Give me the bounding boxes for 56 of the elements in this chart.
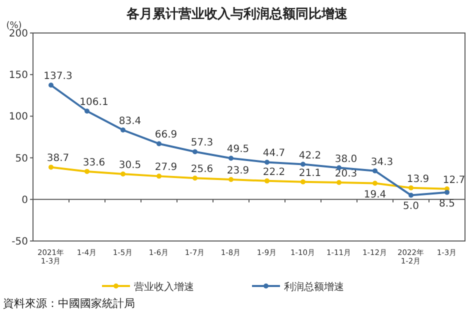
data-label: 83.4	[118, 116, 142, 128]
point	[444, 190, 450, 195]
data-label: 34.3	[370, 156, 394, 168]
point	[84, 168, 90, 174]
point	[120, 172, 126, 177]
point	[372, 168, 378, 174]
data-label: 5.0	[403, 201, 419, 212]
point	[48, 82, 54, 88]
data-label: 57.3	[190, 138, 214, 149]
point	[264, 178, 270, 184]
data-label: 38.7	[46, 153, 70, 164]
y-axis-title: (%)	[6, 21, 22, 31]
data-label: 33.6	[82, 157, 106, 168]
point	[120, 128, 126, 133]
data-label: 106.1	[80, 97, 108, 108]
point	[300, 179, 306, 184]
y-tick-label: -50	[12, 236, 28, 248]
data-label: 137.3	[44, 71, 72, 82]
data-label: 27.9	[154, 162, 178, 174]
point	[84, 108, 90, 114]
data-label: 12.7	[442, 174, 466, 186]
point	[336, 180, 342, 186]
y-tick-label: 200	[8, 28, 28, 40]
point	[408, 185, 414, 190]
legend-label: 营业收入增速	[134, 281, 194, 293]
data-label: 23.9	[226, 166, 250, 177]
y-tick-label: 150	[8, 70, 28, 82]
data-label: 66.9	[154, 130, 178, 141]
point	[192, 176, 198, 181]
point	[192, 149, 198, 154]
point	[228, 177, 234, 182]
data-label: 13.9	[406, 174, 430, 185]
data-label: 42.2	[298, 150, 322, 162]
y-tick-label: 100	[8, 112, 28, 123]
point	[48, 164, 54, 170]
point	[156, 174, 162, 179]
legend-label: 利润总额增速	[284, 281, 344, 293]
y-tick-label: 0	[22, 194, 28, 206]
point	[300, 162, 306, 167]
data-label: 44.7	[262, 148, 286, 160]
point	[264, 160, 270, 165]
point	[156, 141, 162, 146]
y-tick-label: 50	[15, 153, 28, 164]
point	[372, 180, 378, 186]
data-label: 25.6	[190, 164, 214, 176]
data-label: 19.4	[364, 189, 386, 200]
source-note: 資料來源：中國國家統計局	[3, 297, 135, 310]
data-label: 8.5	[439, 198, 455, 210]
data-label: 21.1	[298, 168, 322, 179]
data-label: 38.0	[334, 154, 358, 165]
point	[228, 156, 234, 161]
point	[408, 192, 414, 198]
data-label: 30.5	[118, 160, 142, 172]
chart-title: 各月累计营业收入与利润总额同比增速	[126, 6, 348, 22]
data-label: 49.5	[226, 144, 250, 156]
data-label: 22.2	[262, 166, 286, 178]
